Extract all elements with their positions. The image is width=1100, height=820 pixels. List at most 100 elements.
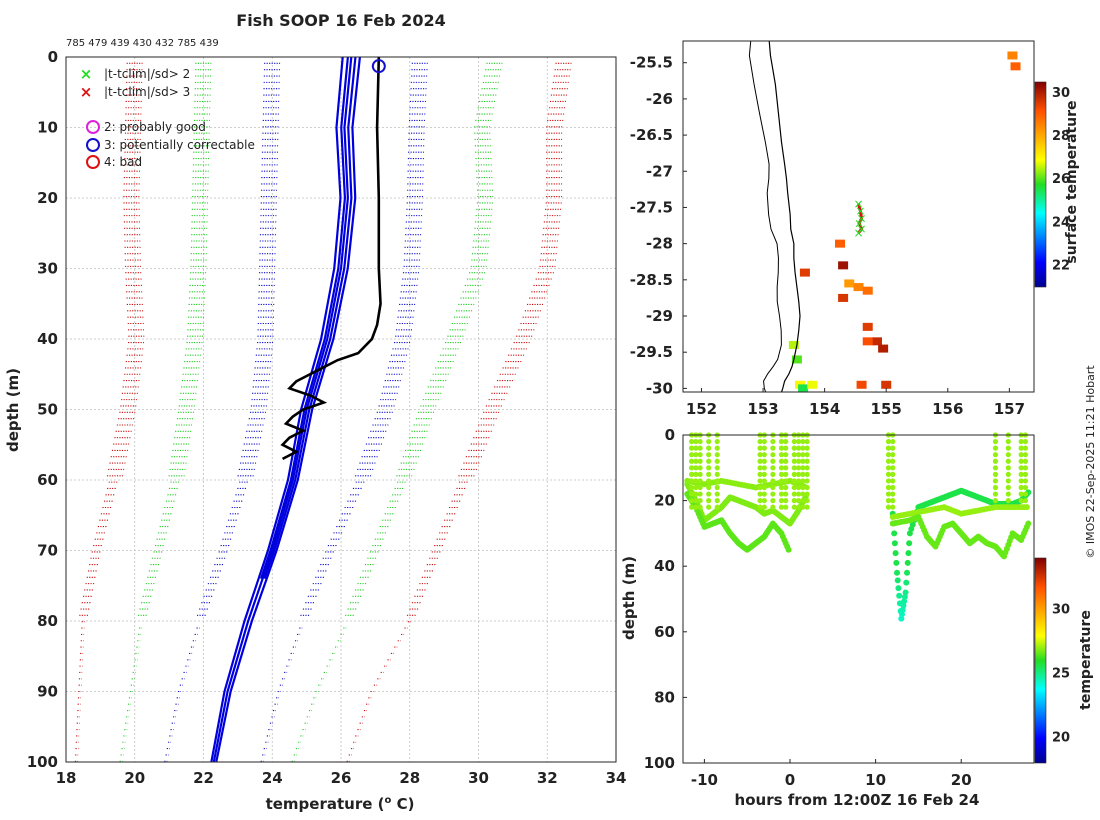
ts-spike-point: [992, 458, 999, 464]
map-y-tick-label: -29: [646, 307, 673, 325]
ts-spike-point: [804, 452, 810, 458]
profile-y-tick-label: 30: [37, 260, 58, 278]
mean-profiles: [210, 56, 362, 763]
sst-cell: [862, 337, 873, 346]
ts-spike-point: [795, 491, 802, 497]
ts-spike-point: [885, 445, 892, 451]
ts-spike-point: [761, 452, 767, 458]
ts-spike-point: [706, 438, 712, 445]
ts-spike-point: [770, 445, 776, 451]
ts-spike-point: [697, 471, 703, 477]
ts-spike-point: [757, 504, 763, 510]
ts-point: [906, 540, 913, 547]
ts-spike-point: [795, 471, 802, 477]
flag-marker-circle: [371, 59, 386, 74]
ts-spike-point: [693, 484, 699, 491]
sst-cell: [1007, 51, 1018, 60]
ts-spike-point: [1005, 471, 1011, 477]
ts-y-tick-label: 60: [654, 623, 675, 641]
ts-spike-point: [1018, 458, 1024, 464]
sst-cell: [799, 268, 810, 277]
climatology-band--1sd: [164, 56, 281, 762]
ts-point: [893, 559, 900, 566]
ts-spike-point: [885, 498, 892, 504]
ts-spike-point: [795, 452, 802, 458]
ts-spike-point: [791, 471, 797, 477]
ts-spike-point: [795, 438, 802, 445]
sst-cell: [798, 384, 809, 393]
ts-spike-point: [778, 452, 785, 458]
ts-point: [902, 589, 909, 596]
ts-y-tick-label: 20: [654, 492, 675, 510]
ts-spike-point: [1005, 484, 1011, 491]
ts-spike-point: [778, 478, 785, 484]
ts-spike-point: [761, 458, 767, 464]
ts-spike-point: [791, 504, 797, 510]
profile-y-tick-label: 50: [37, 401, 58, 419]
profile-panel: 18 20 22 24 26 28 30 32 34 0 10 20 30 40 50 60 70 80 90 100…: [4, 48, 626, 813]
ts-spike-point: [890, 458, 896, 464]
ts-spike-point: [697, 504, 703, 510]
ts-spike-point: [791, 445, 797, 451]
ts-spike-point: [795, 498, 802, 504]
ts-spike-point: [800, 498, 806, 504]
ts-point: [894, 577, 901, 584]
ts-spike-point: [1005, 498, 1011, 504]
ts-spike-point: [778, 498, 785, 504]
ts-spike-point: [697, 478, 703, 484]
ts-spike-point: [783, 471, 789, 477]
ts-spike-point: [783, 504, 789, 510]
sst-cell: [862, 286, 873, 295]
ship-track: ××××××: [853, 197, 866, 240]
map-frame: [682, 40, 1035, 393]
ts-spike-point: [770, 471, 776, 477]
ts-spike-point: [1005, 478, 1011, 484]
ts-spike-point: [693, 491, 699, 497]
ts-spike-point: [800, 458, 806, 464]
map-y-tick-label: -29.5: [630, 343, 673, 361]
observed-profile-line: [280, 56, 382, 461]
ship-track-marker: ×: [857, 222, 867, 236]
ts-spike-point: [688, 458, 695, 464]
ts-spike-point: [1018, 484, 1024, 491]
ts-spike-point: [800, 478, 806, 484]
ts-spike-point: [770, 484, 776, 491]
ts-spike-point: [761, 504, 767, 510]
ts-spike-point: [1018, 478, 1024, 484]
map-x-tick-label: 152: [686, 400, 717, 418]
profile-y-tick-label: 80: [37, 612, 58, 630]
legend-q2-marker: [86, 120, 100, 134]
ts-spike-point: [890, 484, 896, 491]
profile-x-tick-label: 24: [262, 769, 283, 787]
chart-title: Fish SOOP 16 Feb 2024: [236, 11, 445, 30]
ts-spike-point: [992, 504, 999, 510]
ts-spike-point: [714, 445, 720, 451]
ts-point: [892, 550, 899, 557]
map-y-tick-label: -25.5: [630, 54, 673, 72]
profile-count-labels: 785 479 439 430 432 785 439: [66, 38, 219, 49]
ts-spike-point: [778, 484, 785, 491]
ts-spike-point: [791, 452, 797, 458]
ts-colorbar-tick-label: 20: [1052, 730, 1070, 745]
ts-spike-point: [693, 465, 699, 471]
ts-spike-point: [992, 438, 999, 445]
ts-x-tick-label: -10: [691, 771, 718, 789]
ts-spike-point: [804, 491, 810, 497]
ts-spike-point: [757, 458, 763, 464]
profile-plot-frame: [65, 56, 617, 763]
climatology-band-+3sd: [346, 56, 573, 762]
ts-spike-point: [885, 504, 892, 510]
map-ticks: 152 153 154 155 156 157 -25.5 -26 -26.5 -27 -27.5 -…: [630, 54, 1025, 418]
ts-spike-point: [693, 438, 699, 445]
ts-spike-point: [800, 471, 806, 477]
legend-q3-label: 3: potentially correctable: [104, 138, 255, 152]
ts-spike-point: [693, 458, 699, 464]
ts-spike-point: [761, 478, 767, 484]
ts-y-tick-label: 80: [654, 688, 675, 706]
ts-spike-point: [714, 452, 720, 458]
ts-spike-point: [757, 478, 763, 484]
ts-spike-point: [804, 484, 810, 491]
profile-legend: × |t-tclim|/sd> 2 × |t-tclim|/sd> 3 2: p…: [80, 65, 255, 169]
ts-spike-point: [778, 458, 785, 464]
ts-spike-point: [795, 484, 802, 491]
